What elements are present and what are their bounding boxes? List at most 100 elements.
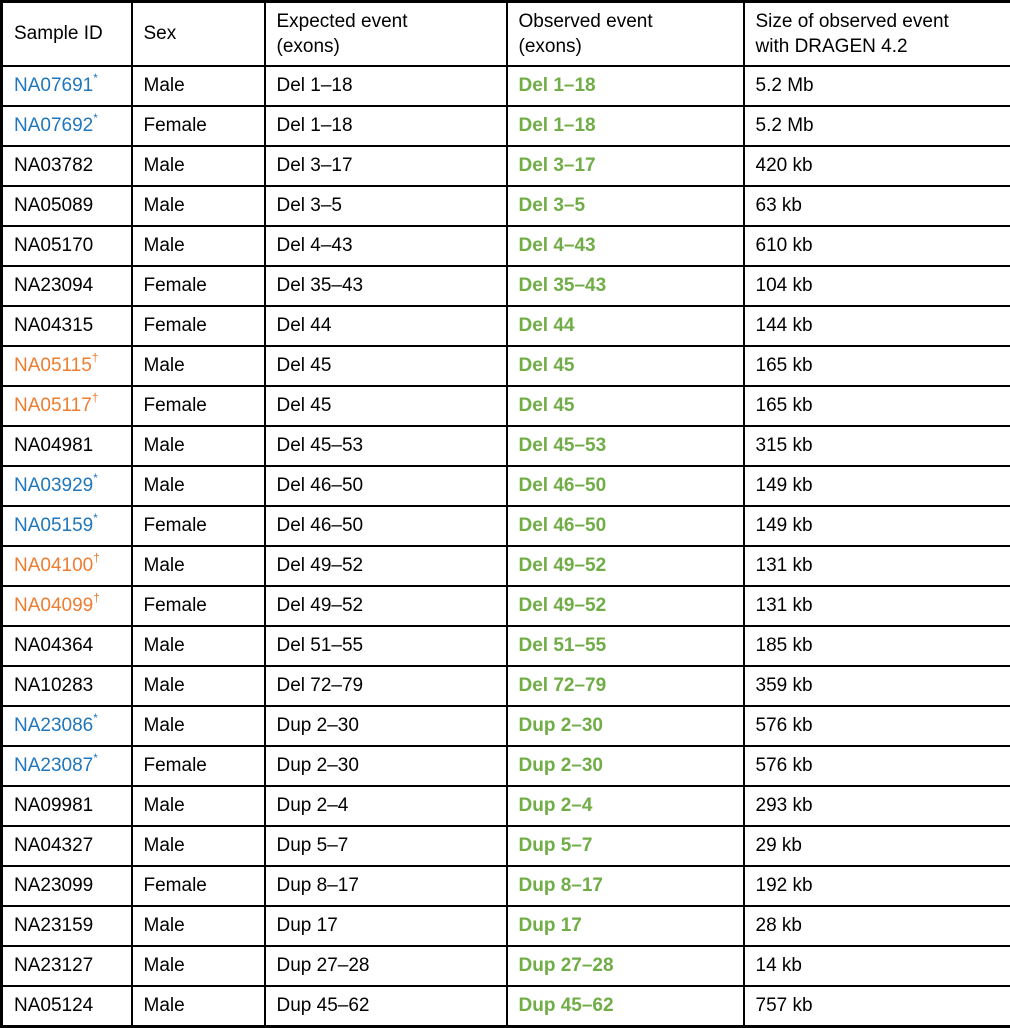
sample-id: NA09981	[14, 795, 93, 816]
column-header-expected-event: Expected event (exons)	[265, 2, 507, 67]
observed-event-cell: Dup 2–4	[507, 786, 744, 826]
sample-id: NA04981	[14, 435, 93, 456]
expected-event-cell: Del 45	[265, 386, 507, 426]
sample-id-cell: NA23127	[2, 946, 132, 986]
sample-id-cell: NA04364	[2, 626, 132, 666]
sample-id-cell: NA03929*	[2, 466, 132, 506]
sample-id: NA03782	[14, 155, 93, 176]
expected-event-cell: Dup 17	[265, 906, 507, 946]
sample-id: NA05115	[14, 355, 92, 376]
sex-cell: Male	[132, 626, 265, 666]
sex-cell: Male	[132, 186, 265, 226]
sample-id: NA23099	[14, 875, 93, 896]
expected-event-cell: Del 46–50	[265, 466, 507, 506]
event-size-cell: 293 kb	[744, 786, 1010, 826]
sample-id-cell: NA23159	[2, 906, 132, 946]
sample-id: NA05124	[14, 995, 93, 1016]
observed-event-cell: Dup 27–28	[507, 946, 744, 986]
sample-id-superscript: †	[93, 552, 100, 565]
sex-cell: Male	[132, 826, 265, 866]
sex-cell: Male	[132, 466, 265, 506]
expected-event-cell: Del 51–55	[265, 626, 507, 666]
sex-cell: Female	[132, 266, 265, 306]
event-size-cell: 104 kb	[744, 266, 1010, 306]
column-header-event-size: Size of observed event with DRAGEN 4.2	[744, 2, 1010, 67]
sample-id-cell: NA09981	[2, 786, 132, 826]
event-size-cell: 5.2 Mb	[744, 66, 1010, 106]
observed-event-cell: Dup 2–30	[507, 706, 744, 746]
sample-id-cell: NA05159*	[2, 506, 132, 546]
sample-id: NA23094	[14, 275, 93, 296]
expected-event-cell: Del 72–79	[265, 666, 507, 706]
observed-event-cell: Del 44	[507, 306, 744, 346]
observed-event-cell: Dup 8–17	[507, 866, 744, 906]
sex-cell: Male	[132, 346, 265, 386]
sex-cell: Male	[132, 666, 265, 706]
observed-event-cell: Del 1–18	[507, 106, 744, 146]
sample-id-cell: NA04981	[2, 426, 132, 466]
column-header-observed-event: Observed event (exons)	[507, 2, 744, 67]
sample-id: NA05089	[14, 195, 93, 216]
sample-id-cell: NA23086*	[2, 706, 132, 746]
sample-id-cell: NA05170	[2, 226, 132, 266]
event-size-cell: 185 kb	[744, 626, 1010, 666]
expected-event-cell: Del 4–43	[265, 226, 507, 266]
sample-id: NA23087	[14, 755, 93, 776]
sample-id-cell: NA03782	[2, 146, 132, 186]
event-size-cell: 28 kb	[744, 906, 1010, 946]
sample-id: NA23159	[14, 915, 93, 936]
expected-event-cell: Dup 8–17	[265, 866, 507, 906]
sample-id-superscript: *	[93, 72, 98, 85]
sample-id-superscript: †	[93, 592, 100, 605]
observed-event-cell: Dup 2–30	[507, 746, 744, 786]
event-size-cell: 131 kb	[744, 546, 1010, 586]
observed-event-cell: Del 46–50	[507, 506, 744, 546]
sample-id: NA05170	[14, 235, 93, 256]
sex-cell: Male	[132, 66, 265, 106]
sample-id-cell: NA07692*	[2, 106, 132, 146]
observed-event-cell: Del 51–55	[507, 626, 744, 666]
sample-id-cell: NA04100†	[2, 546, 132, 586]
sex-cell: Female	[132, 506, 265, 546]
observed-event-cell: Del 4–43	[507, 226, 744, 266]
observed-event-cell: Del 49–52	[507, 586, 744, 626]
expected-event-cell: Dup 2–4	[265, 786, 507, 826]
expected-event-cell: Del 3–17	[265, 146, 507, 186]
event-size-cell: 144 kb	[744, 306, 1010, 346]
observed-event-cell: Del 45	[507, 346, 744, 386]
event-size-cell: 149 kb	[744, 506, 1010, 546]
sex-cell: Female	[132, 306, 265, 346]
observed-event-cell: Del 49–52	[507, 546, 744, 586]
observed-event-cell: Del 3–17	[507, 146, 744, 186]
sample-id: NA04099	[14, 595, 93, 616]
sample-id: NA10283	[14, 675, 93, 696]
sex-cell: Male	[132, 986, 265, 1027]
expected-event-cell: Del 44	[265, 306, 507, 346]
sample-id: NA05117	[14, 395, 92, 416]
column-header-sample-id: Sample ID	[2, 2, 132, 67]
observed-event-cell: Del 3–5	[507, 186, 744, 226]
event-size-cell: 610 kb	[744, 226, 1010, 266]
expected-event-cell: Del 1–18	[265, 66, 507, 106]
event-size-cell: 5.2 Mb	[744, 106, 1010, 146]
expected-event-cell: Dup 45–62	[265, 986, 507, 1027]
sample-id: NA04100	[14, 555, 93, 576]
event-size-cell: 576 kb	[744, 746, 1010, 786]
observed-event-cell: Del 35–43	[507, 266, 744, 306]
sex-cell: Male	[132, 226, 265, 266]
table-header: Sample ID Sex Expected event (exons) Obs…	[2, 2, 1010, 67]
sample-id-cell: NA05115†	[2, 346, 132, 386]
event-size-cell: 63 kb	[744, 186, 1010, 226]
